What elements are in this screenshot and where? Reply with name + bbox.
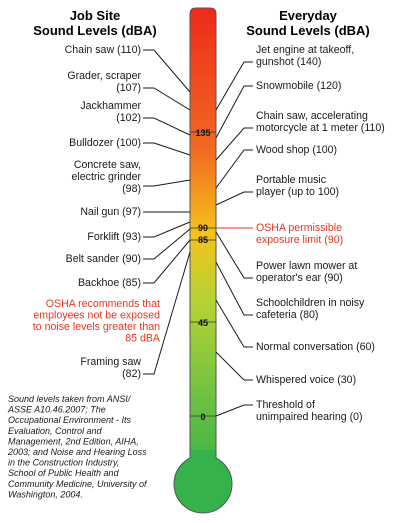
tick-label-85: 85: [198, 235, 208, 245]
right-header-line2: Sound Levels (dBA): [246, 23, 370, 38]
left-item-concrete-saw: Concrete saw, electric grinder (98): [72, 159, 142, 195]
leader-bulldozer: [143, 142, 191, 156]
tick-label-0: 0: [200, 412, 205, 422]
leader-snowmobile: [215, 85, 253, 139]
right-labels: Jet engine at takeoff, gunshot (140) Snow…: [215, 44, 385, 423]
leader-forklift: [143, 221, 191, 238]
leader-schoolchildren: [215, 261, 253, 316]
left-item-backhoe: Backhoe (85): [78, 277, 141, 289]
left-item-framing-saw: Framing saw (82): [80, 356, 141, 380]
leader-backhoe: [143, 239, 191, 284]
left-item-chain-saw: Chain saw (110): [65, 44, 141, 56]
right-osha-exposure-limit: OSHA permissible exposure limit (90): [256, 222, 343, 246]
tick-label-45: 45: [198, 318, 208, 328]
right-item-lawn-mower: Power lawn mower at operator's ear (90): [256, 260, 357, 284]
leader-concrete-saw: [143, 179, 191, 187]
leader-normal-conversation: [215, 299, 253, 348]
leader-music-player: [215, 191, 253, 206]
leader-jet-engine: [215, 61, 253, 111]
left-osha-recommendation: OSHA recommends that employees not be exp…: [33, 298, 161, 345]
leader-whispered-voice: [215, 351, 253, 381]
leader-chain-saw: [143, 49, 191, 93]
right-item-whispered-voice: Whispered voice (30): [256, 374, 356, 386]
leader-hearing-threshold: [215, 404, 253, 417]
thermometer-tube: [189, 7, 217, 479]
leader-chain-saw-motorcycle: [215, 127, 253, 161]
left-item-grader: Grader, scraper (107): [67, 70, 141, 94]
thermometer: 135 90 85 45 0: [173, 7, 233, 514]
right-header-line1: Everyday: [279, 8, 338, 23]
right-item-schoolchildren: Schoolchildren in noisy cafeteria (80): [256, 297, 365, 321]
left-item-belt-sander: Belt sander (90): [66, 253, 141, 265]
left-item-bulldozer: Bulldozer (100): [69, 137, 141, 149]
right-item-hearing-threshold: Threshold of unimpaired hearing (0): [256, 399, 363, 423]
source-citation: Sound levels taken from ANSI/ ASSE A10.4…: [7, 394, 149, 499]
left-labels: Chain saw (110) Grader, scraper (107) Jac…: [33, 44, 191, 380]
leader-belt-sander: [143, 228, 191, 260]
thermometer-bulb-neck: [190, 450, 216, 480]
left-item-nail-gun: Nail gun (97): [80, 206, 141, 218]
left-item-forklift: Forklift (93): [87, 231, 141, 243]
left-header-line1: Job Site: [70, 8, 121, 23]
leader-lawn-mower: [215, 231, 253, 279]
leader-jackhammer: [143, 117, 191, 136]
leader-wood-shop: [215, 149, 253, 189]
right-item-chain-saw-motorcycle: Chain saw, accelerating motorcycle at 1 m…: [256, 110, 385, 134]
leader-framing-saw: [143, 251, 191, 375]
right-item-normal-conversation: Normal conversation (60): [256, 341, 375, 353]
tick-label-90: 90: [198, 223, 208, 233]
right-item-snowmobile: Snowmobile (120): [256, 80, 341, 92]
left-header-line2: Sound Levels (dBA): [33, 23, 157, 38]
right-item-wood-shop: Wood shop (100): [256, 144, 337, 156]
left-item-jackhammer: Jackhammer (102): [80, 100, 141, 124]
tick-label-135: 135: [195, 128, 210, 138]
right-item-music-player: Portable music player (up to 100): [256, 174, 339, 198]
leader-grader: [143, 87, 191, 111]
right-item-jet-engine: Jet engine at takeoff, gunshot (140): [256, 44, 354, 68]
